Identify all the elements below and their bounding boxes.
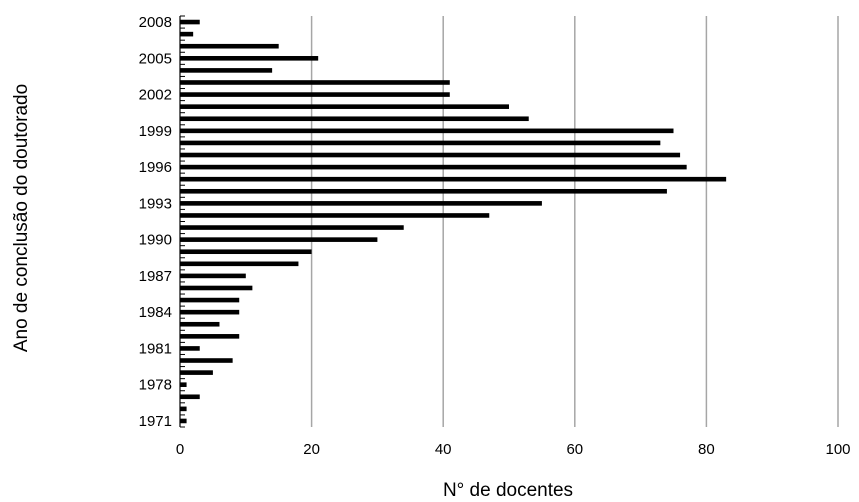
y-tick-label: 1993 bbox=[139, 195, 172, 212]
bar-2003 bbox=[180, 80, 450, 85]
bar-2005 bbox=[180, 56, 319, 61]
bar-1977 bbox=[180, 394, 200, 400]
bar-1988 bbox=[180, 261, 299, 267]
axes bbox=[179, 15, 185, 428]
gridlines bbox=[310, 16, 839, 427]
bar-1978 bbox=[180, 382, 187, 387]
bar-1998 bbox=[180, 140, 661, 146]
bar-2006 bbox=[180, 43, 279, 49]
x-tick-label: 20 bbox=[303, 441, 320, 458]
y-tick-label: 1990 bbox=[139, 232, 172, 249]
bar-2008 bbox=[180, 19, 200, 25]
bar-1997 bbox=[180, 152, 681, 158]
y-tick-label: 1984 bbox=[139, 304, 172, 321]
y-tick-label: 2008 bbox=[139, 14, 172, 31]
y-tick-label: 1999 bbox=[139, 123, 172, 140]
y-tick-label: 1978 bbox=[139, 377, 172, 394]
bar-1993 bbox=[180, 201, 542, 206]
y-tick-label: 2002 bbox=[139, 87, 172, 104]
x-tick-label: 80 bbox=[698, 441, 715, 458]
x-axis-title: N° de docentes bbox=[443, 480, 573, 501]
bar-1984 bbox=[180, 309, 240, 315]
x-tick-label: 60 bbox=[566, 441, 583, 458]
bar-2000 bbox=[180, 116, 529, 122]
y-tick-label: 2005 bbox=[139, 50, 172, 67]
bar-1983 bbox=[180, 321, 220, 327]
x-tick-label: 100 bbox=[825, 441, 850, 458]
bar-1995 bbox=[180, 176, 727, 182]
y-tick-labels: 2008 2005 2002 1999 1996 1993 1990 1987 1984 1981… bbox=[139, 14, 172, 430]
bar-1985 bbox=[180, 297, 240, 303]
bar-1986 bbox=[180, 285, 253, 291]
bar-1989 bbox=[180, 249, 312, 255]
bar-1971 bbox=[180, 418, 187, 424]
bar-1999 bbox=[180, 128, 674, 134]
bar-1987 bbox=[180, 273, 246, 279]
bar-1996 bbox=[180, 164, 687, 170]
bar-2002 bbox=[180, 92, 450, 97]
y-axis-title: Ano de conclusão do doutorado bbox=[11, 84, 32, 352]
bar-1991 bbox=[180, 225, 404, 230]
bar-2004 bbox=[180, 68, 273, 73]
bars-group bbox=[180, 19, 727, 424]
y-tick-label: 1996 bbox=[139, 159, 172, 176]
bar-1981 bbox=[180, 346, 200, 351]
x-tick-label: 0 bbox=[176, 441, 184, 458]
bar-2001 bbox=[180, 104, 509, 109]
bar-1976 bbox=[180, 406, 187, 412]
bar-1994 bbox=[180, 188, 667, 194]
bar-2007 bbox=[180, 31, 194, 37]
bar-1980 bbox=[180, 358, 233, 363]
y-tick-label: 1971 bbox=[139, 413, 172, 430]
bar-1992 bbox=[180, 213, 490, 218]
x-tick-label: 40 bbox=[435, 441, 452, 458]
bar-1982 bbox=[180, 334, 240, 339]
bar-1990 bbox=[180, 237, 378, 242]
bar-1979 bbox=[180, 370, 213, 375]
x-tick-labels: 0 20 40 60 80 100 bbox=[176, 441, 851, 458]
y-tick-label: 1987 bbox=[139, 268, 172, 285]
y-tick-label: 1981 bbox=[139, 340, 172, 357]
